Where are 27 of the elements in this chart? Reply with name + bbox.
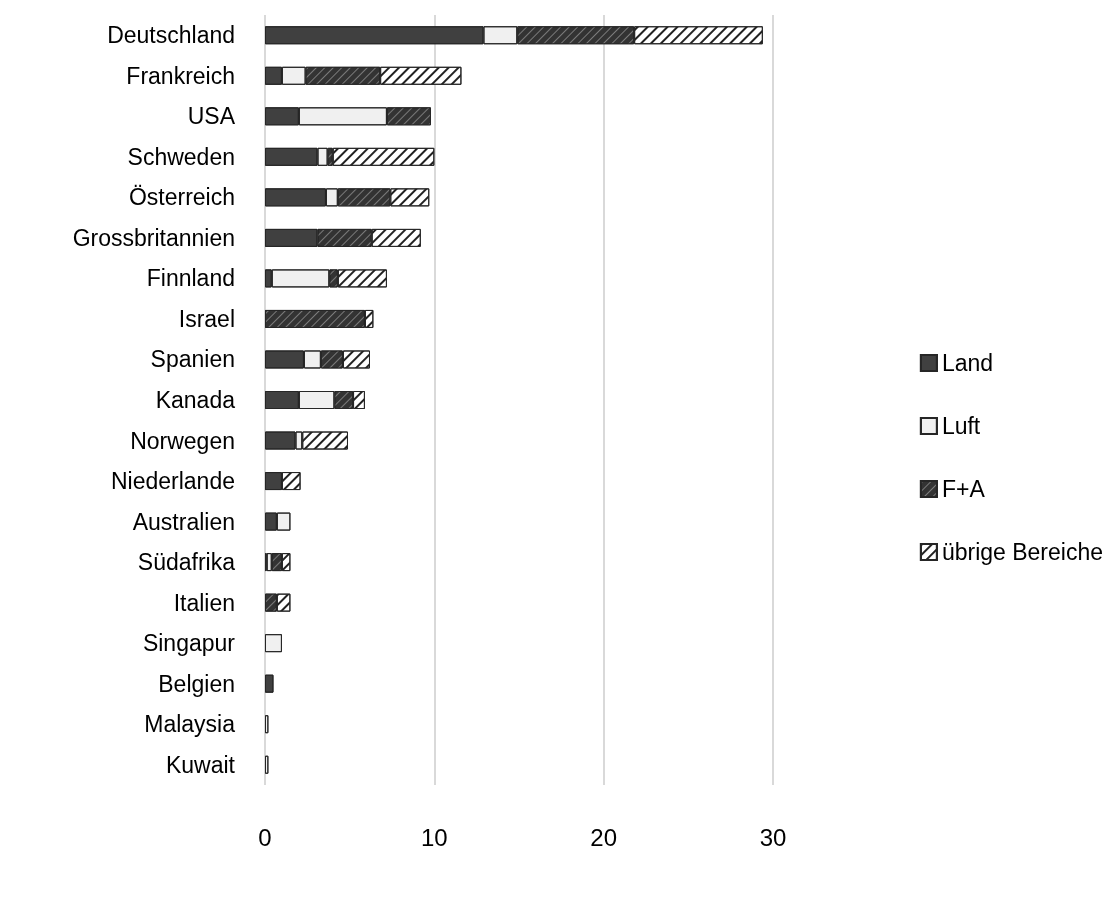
- y-tick-label: Kanada: [155, 387, 236, 413]
- x-tick-label: 10: [420, 823, 448, 851]
- y-tick-label: Kuwait: [165, 751, 236, 778]
- y-tick-label: Niederlande: [110, 468, 235, 495]
- y-tick-label: USA: [187, 103, 236, 130]
- y-tick-label: Singapur: [142, 630, 236, 657]
- y-tick-label: Österreich: [128, 184, 235, 211]
- legend-label: Land: [941, 350, 994, 376]
- y-tick-label: Schweden: [127, 143, 235, 170]
- y-tick-label: Finnland: [146, 265, 235, 292]
- y-tick-label: Malaysia: [144, 711, 236, 738]
- y-tick-label: Israel: [178, 305, 235, 332]
- legend-label: F+A: [941, 476, 986, 502]
- y-tick-label: Norwegen: [130, 427, 235, 454]
- x-tick-label: 0: [258, 823, 272, 851]
- x-tick-label: 30: [759, 823, 787, 851]
- x-tick-label: 20: [590, 823, 618, 851]
- y-tick-label: Australien: [132, 508, 235, 535]
- y-tick-label: Südafrika: [137, 549, 236, 576]
- y-tick-label: Deutschland: [107, 22, 235, 49]
- y-tick-label: Frankreich: [126, 62, 235, 89]
- legend-label: übrige Bereiche: [941, 539, 1104, 565]
- legend-label: Luft: [941, 413, 981, 439]
- y-tick-label: Spanien: [150, 346, 235, 373]
- y-tick-label: Grossbritannien: [72, 224, 235, 251]
- y-tick-label: Belgien: [158, 670, 235, 697]
- y-tick-label: Italien: [173, 589, 235, 616]
